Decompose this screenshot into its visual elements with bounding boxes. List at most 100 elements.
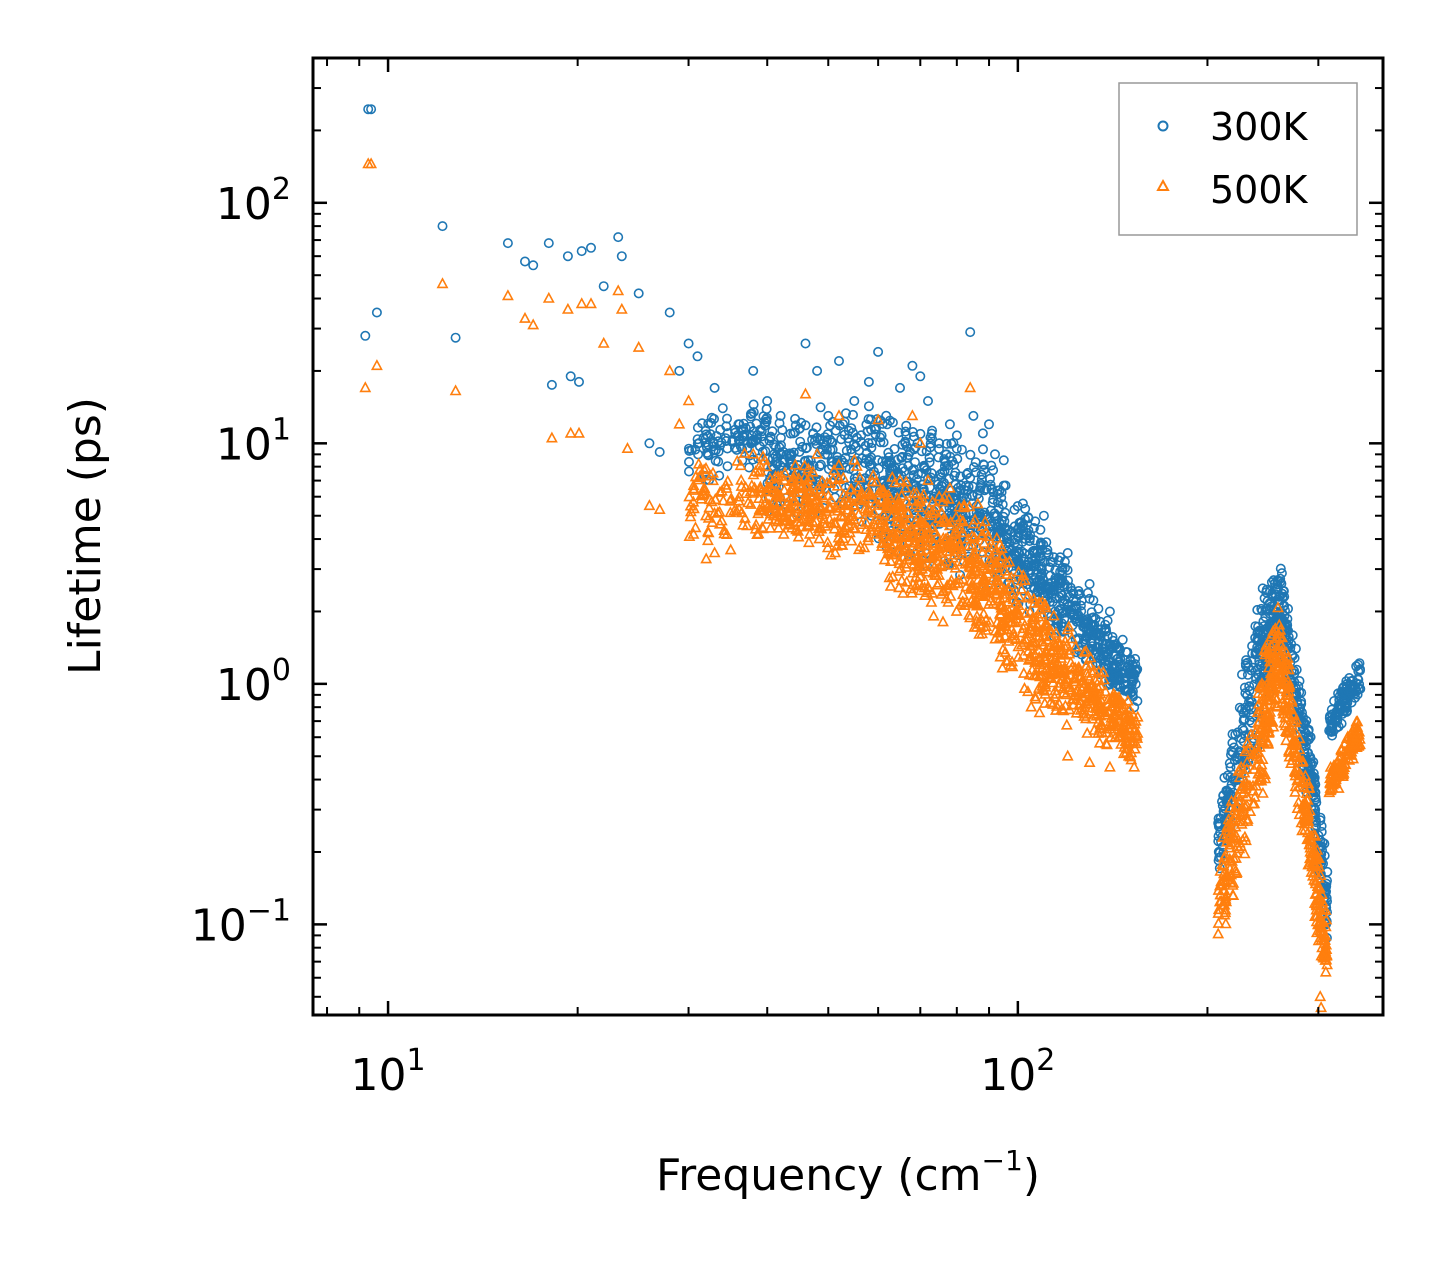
point-300k <box>1013 532 1024 543</box>
point-500k <box>1288 764 1301 776</box>
point-500k <box>1219 917 1232 929</box>
point-300k <box>762 395 773 406</box>
point-500k <box>880 521 893 533</box>
point-500k <box>1298 817 1311 829</box>
point-500k <box>703 501 716 513</box>
point-300k <box>822 449 833 460</box>
point-500k <box>912 564 924 576</box>
point-500k <box>1241 742 1254 754</box>
point-300k <box>840 408 851 419</box>
point-500k <box>1118 723 1131 735</box>
point-500k <box>1214 888 1227 900</box>
point-500k <box>1312 871 1325 883</box>
point-500k <box>1067 693 1080 705</box>
point-500k <box>1285 695 1298 707</box>
y-tick-label: 100 <box>216 653 291 711</box>
point-500k <box>1131 710 1144 722</box>
point-500k <box>946 558 959 570</box>
point-500k <box>1017 666 1030 678</box>
point-500k <box>621 442 634 454</box>
point-500k <box>845 510 858 522</box>
point-500k <box>829 501 842 513</box>
point-500k <box>1073 669 1086 681</box>
point-300k <box>883 458 894 469</box>
point-500k <box>883 571 896 583</box>
point-300k <box>1246 665 1257 676</box>
point-500k <box>1048 652 1061 664</box>
point-500k <box>923 549 936 561</box>
point-300k <box>876 430 887 441</box>
point-300k <box>573 376 584 387</box>
point-300k <box>937 467 948 478</box>
point-500k <box>976 627 989 639</box>
point-500k <box>905 521 918 533</box>
point-300k <box>1341 700 1352 711</box>
point-500k <box>1117 747 1130 759</box>
point-300k <box>986 460 997 471</box>
series-500k <box>359 157 1366 1013</box>
point-500k <box>1223 824 1235 836</box>
point-500k <box>850 459 863 471</box>
point-500k <box>1254 773 1266 785</box>
point-500k <box>707 466 719 478</box>
point-300k <box>1073 589 1084 600</box>
point-500k <box>837 510 850 522</box>
point-300k <box>996 487 1007 498</box>
point-500k <box>815 522 828 534</box>
point-500k <box>1262 646 1275 658</box>
point-300k <box>1064 591 1075 602</box>
point-500k <box>1304 834 1317 846</box>
point-300k <box>565 371 576 382</box>
point-500k <box>1123 731 1136 743</box>
point-300k <box>863 401 874 412</box>
point-300k <box>674 365 685 376</box>
point-300k <box>908 470 919 481</box>
point-500k <box>947 539 960 551</box>
point-500k <box>1112 697 1125 709</box>
point-500k <box>907 486 920 498</box>
point-500k <box>1061 749 1074 761</box>
point-500k <box>738 446 751 458</box>
point-500k <box>943 481 956 493</box>
point-300k <box>1095 616 1106 627</box>
point-300k <box>978 464 989 475</box>
point-500k <box>933 490 946 502</box>
point-300k <box>1108 635 1119 646</box>
point-500k <box>940 516 953 528</box>
legend-label-300k: 300K <box>1210 105 1309 149</box>
point-300k <box>1111 654 1122 665</box>
point-500k <box>436 277 449 289</box>
point-500k <box>564 426 577 438</box>
point-500k <box>1006 660 1019 672</box>
point-500k <box>1080 697 1093 709</box>
point-500k <box>501 289 514 301</box>
point-500k <box>778 473 791 485</box>
point-300k <box>901 420 912 431</box>
point-500k <box>881 499 894 511</box>
point-500k <box>772 497 785 509</box>
point-500k <box>963 608 975 620</box>
point-500k <box>1273 669 1286 681</box>
point-500k <box>1256 786 1269 798</box>
point-300k <box>1057 590 1068 601</box>
point-300k <box>1063 601 1074 612</box>
point-500k <box>978 536 991 548</box>
point-300k <box>1132 664 1143 675</box>
point-300k <box>733 419 744 430</box>
point-500k <box>893 499 906 511</box>
point-500k <box>1012 565 1025 577</box>
point-300k <box>1296 696 1307 707</box>
point-500k <box>987 597 1000 609</box>
point-300k <box>1111 661 1122 672</box>
point-500k <box>1280 734 1293 746</box>
point-500k <box>1003 555 1016 567</box>
point-500k <box>957 515 970 527</box>
point-500k <box>769 486 782 498</box>
point-500k <box>926 495 939 507</box>
point-500k <box>845 482 858 494</box>
point-300k <box>774 442 785 453</box>
point-300k <box>1086 620 1097 631</box>
point-500k <box>1351 715 1364 727</box>
point-500k <box>1245 728 1257 740</box>
point-500k <box>950 604 963 616</box>
